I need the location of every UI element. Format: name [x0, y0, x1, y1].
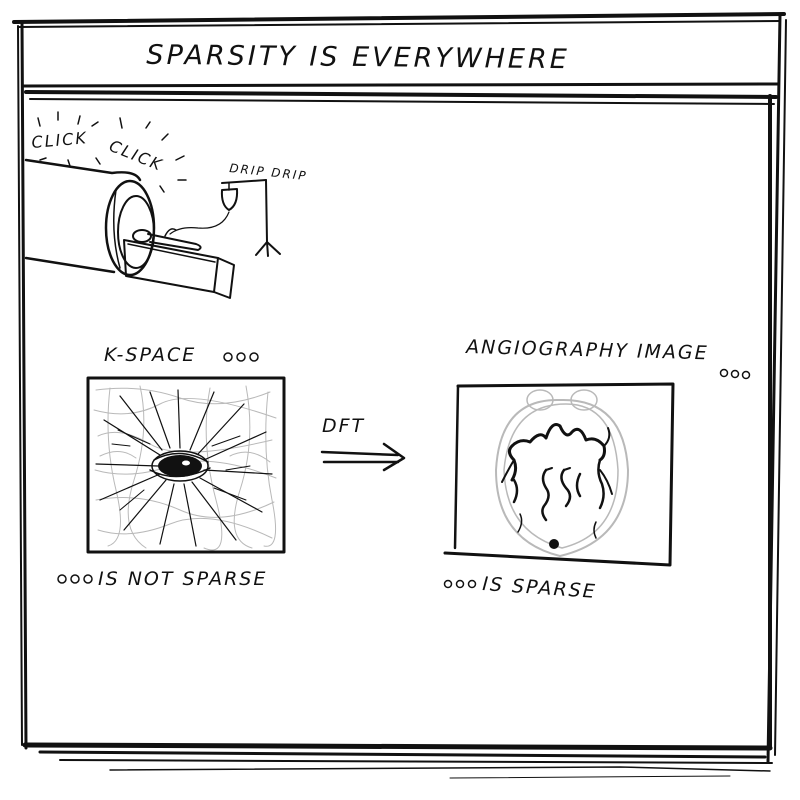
kspace-caption: IS NOT SPARSE: [98, 568, 267, 590]
kspace-label: K-SPACE: [104, 344, 196, 366]
angiography-label: ANGIOGRAPHY IMAGE: [464, 336, 709, 364]
angiography-image: [443, 382, 675, 567]
ellipsis-dots-icon: [223, 352, 259, 362]
dft-transform: DFT: [320, 415, 406, 472]
title-bar: SPARSITY IS EVERYWHERE: [22, 40, 780, 105]
click-sounds: CLICK CLICK: [31, 111, 187, 193]
arrow-right-icon: [320, 442, 406, 472]
skull-outline: [495, 389, 629, 557]
ellipsis-dots-icon: [57, 574, 93, 584]
kspace-noise-texture: [93, 385, 277, 551]
blood-vessels: [501, 423, 613, 539]
drip-sound-label: DRIP DRIP: [229, 161, 309, 183]
vibration-marks: [37, 111, 187, 193]
ellipsis-dots-icon: [719, 368, 751, 380]
panel-frame: [12, 12, 787, 779]
click-sound-2: CLICK: [107, 136, 166, 175]
mri-scanner: [24, 158, 235, 299]
kspace-image: [86, 376, 286, 554]
ellipsis-dots-icon: [443, 579, 477, 589]
kspace-radial-strokes: [95, 389, 273, 547]
dft-label: DFT: [322, 415, 365, 437]
angiography-caption: IS SPARSE: [482, 573, 598, 603]
angiography-section: ANGIOGRAPHY IMAGE: [443, 336, 751, 603]
panel-title: SPARSITY IS EVERYWHERE: [146, 40, 570, 75]
kspace-center: [149, 450, 211, 482]
kspace-section: K-SPACE: [57, 344, 286, 590]
iv-drip-stand: DRIP DRIP: [220, 161, 309, 257]
click-sound-1: CLICK: [31, 128, 89, 152]
